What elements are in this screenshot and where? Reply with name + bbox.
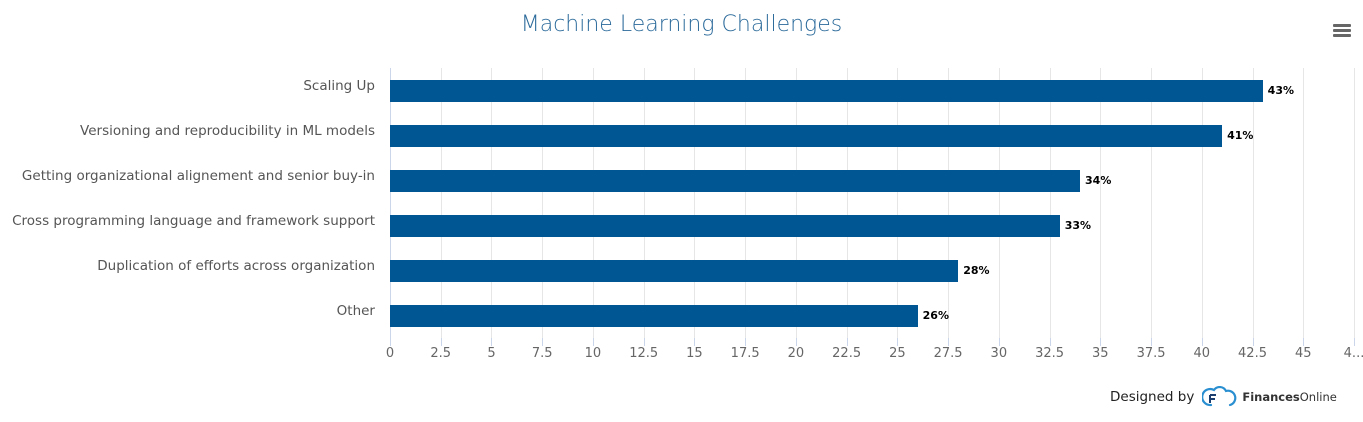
bar-value-label: 41% [1227, 129, 1254, 142]
x-axis-tick [897, 338, 899, 346]
x-axis-tick [440, 338, 442, 346]
gridline [643, 68, 645, 338]
x-axis-tick-label: 7.5 [531, 346, 553, 361]
x-axis-tick [846, 338, 848, 346]
gridline [795, 68, 797, 338]
x-axis-tick-label: 22.5 [832, 346, 862, 361]
bar-value-label: 26% [922, 309, 949, 322]
hamburger-menu-icon[interactable] [1333, 24, 1351, 38]
bar-value-label: 33% [1064, 219, 1092, 232]
gridline [1303, 68, 1305, 338]
chart-title: Machine Learning Challenges [520, 12, 843, 37]
x-axis-tick-label: 17.5 [730, 346, 760, 361]
gridline [1201, 68, 1203, 338]
bar-value-label: 43% [1267, 84, 1295, 97]
gridline [998, 68, 1000, 338]
x-axis-tick [694, 338, 696, 346]
bar[interactable] [390, 80, 1263, 102]
category-label: Versioning and reproducibility in ML mod… [80, 123, 375, 139]
x-axis-tick [1201, 338, 1203, 346]
gridline [592, 68, 594, 338]
x-axis-tick-label: 4... [1343, 346, 1363, 361]
bar[interactable] [390, 215, 1060, 237]
category-label: Duplication of efforts across organizati… [97, 258, 375, 274]
gridline [1252, 68, 1254, 338]
x-axis-tick [1252, 338, 1254, 346]
x-axis-tick [998, 338, 1000, 346]
bar[interactable] [390, 260, 959, 282]
category-label: Scaling Up [303, 78, 375, 94]
x-axis-tick [1100, 338, 1102, 346]
x-axis-tick-label: 5 [487, 346, 496, 361]
gridline [440, 68, 442, 338]
plot-area [390, 68, 1355, 338]
x-axis-tick [1151, 338, 1153, 346]
category-label: Getting organizational alignement and se… [21, 168, 375, 184]
gridline [491, 68, 493, 338]
x-axis-tick [745, 338, 747, 346]
gridline [542, 68, 544, 338]
brand-name: FinancesOnline [1242, 390, 1337, 404]
x-axis-tick-label: 40 [1193, 346, 1211, 361]
x-axis-tick-label: 10 [584, 346, 602, 361]
x-axis-tick-label: 27.5 [933, 346, 963, 361]
x-axis-tick [592, 338, 594, 346]
x-axis-tick-label: 30 [990, 346, 1008, 361]
gridline [897, 68, 899, 338]
gridline [1100, 68, 1102, 338]
bar-value-label: 28% [963, 264, 990, 277]
x-axis-tick-label: 12.5 [629, 346, 659, 361]
gridline [948, 68, 950, 338]
x-axis-tick-label: 32.5 [1035, 346, 1065, 361]
gridline [1354, 68, 1355, 338]
bar-value-label: 34% [1085, 174, 1112, 187]
bar[interactable] [390, 305, 918, 327]
credit-prefix: Designed by [1110, 389, 1195, 405]
x-axis-tick-label: 2.5 [430, 346, 452, 361]
category-label: Other [336, 303, 375, 319]
x-axis-tick-label: 15 [686, 346, 703, 361]
x-axis-tick-label: 45 [1294, 346, 1312, 361]
x-axis-tick-label: 37.5 [1136, 346, 1166, 361]
x-axis-tick [643, 338, 645, 346]
x-axis-tick [1049, 338, 1051, 346]
x-axis-tick [1354, 338, 1355, 346]
x-axis-tick [390, 338, 391, 346]
credit[interactable]: Designed by FinancesOnline [1110, 386, 1337, 408]
gridline [745, 68, 747, 338]
bar[interactable] [390, 170, 1081, 192]
gridline [1049, 68, 1051, 338]
financesonline-cloud-logo-icon [1202, 386, 1238, 408]
x-axis-tick-label: 35 [1092, 346, 1109, 361]
x-axis-tick [542, 338, 544, 346]
gridline [846, 68, 848, 338]
x-axis-tick [1303, 338, 1305, 346]
gridline [694, 68, 696, 338]
bar[interactable] [390, 125, 1223, 147]
category-label: Cross programming language and framework… [12, 213, 375, 229]
x-axis-tick-label: 20 [787, 346, 805, 361]
x-axis-tick [795, 338, 797, 346]
gridline [1151, 68, 1153, 338]
x-axis-tick-label: 25 [889, 346, 906, 361]
x-axis-tick-label: 0 [385, 346, 395, 361]
y-axis-line [390, 68, 391, 338]
x-axis-tick [491, 338, 493, 346]
x-axis-tick [948, 338, 950, 346]
x-axis-tick-label: 42.5 [1238, 346, 1267, 361]
